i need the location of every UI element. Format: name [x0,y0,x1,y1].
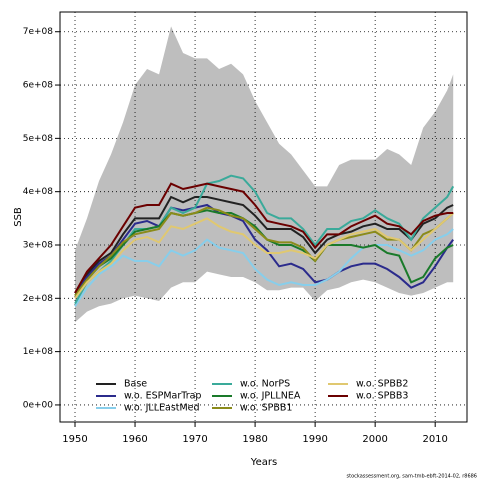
legend-label: w.o. SPBB3 [356,391,408,402]
series-line [74,174,455,305]
legend-label: w.o. SPBB2 [356,379,408,390]
y-tick-label: 3e+08 [23,240,54,250]
legend-label: Base [124,379,147,390]
x-tick-label: 2000 [362,434,387,445]
x-tick-label: 1980 [242,434,267,445]
series-line [74,203,454,294]
confidence-band [75,26,454,323]
series-line [74,212,454,299]
legend-label: w.o. ESPMarTrap [124,391,201,402]
legend-label: w.o. NorPS [240,379,290,390]
legend-label: w.o. JPLLNEA [240,391,301,402]
y-tick-label: 0e+00 [23,400,54,410]
x-tick-label: 2010 [422,434,447,445]
plot-frame [59,11,468,423]
legend-label: w.o. JLLEastMed [124,403,200,414]
series-line [74,195,454,294]
series-line [74,228,454,307]
y-tick-label: 2e+08 [23,294,54,304]
series-line [74,182,454,294]
x-tick-label: 1990 [302,434,327,445]
x-tick-label: 1950 [62,434,87,445]
y-tick-label: 6e+08 [23,81,54,91]
x-axis-label: Years [250,457,277,468]
y-axis-label: SSB [13,207,24,227]
x-tick-label: 1960 [122,434,147,445]
x-tick-label: 1970 [182,434,207,445]
y-tick-label: 1e+08 [23,347,54,357]
y-tick-label: 4e+08 [23,187,54,197]
y-tick-label: 7e+08 [23,27,54,37]
legend-label: w.o. SPBB1 [240,403,292,414]
footnote: stockassessment.org, sam-tmb-ebft-2014-0… [347,474,477,480]
y-tick-label: 5e+08 [23,134,54,144]
